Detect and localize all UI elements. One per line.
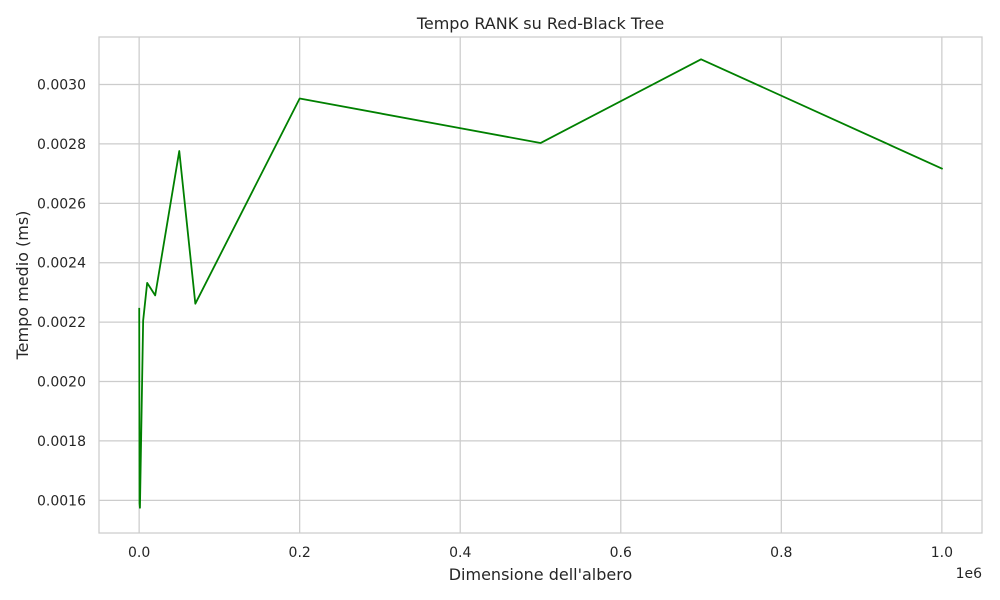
x-tick-label: 0.8 [770, 545, 792, 561]
x-tick-label: 1.0 [931, 545, 953, 561]
y-tick-label: 0.0030 [37, 78, 86, 94]
y-tick-label: 0.0022 [37, 315, 86, 331]
y-tick-label: 0.0016 [37, 493, 86, 509]
x-tick-label: 0.2 [289, 545, 311, 561]
grid-layer [99, 37, 982, 533]
y-tick-label: 0.0026 [37, 196, 86, 212]
y-tick-label: 0.0018 [37, 434, 86, 450]
series-layer [138, 58, 944, 509]
x-axis-ticks: 0.0 0.2 0.4 0.6 0.8 1.0 [128, 545, 953, 561]
series-line [138, 58, 944, 509]
x-tick-label: 0.4 [449, 545, 471, 561]
y-axis-ticks: 0.0016 0.0018 0.0020 0.0022 0.0024 0.0026 0.00… [37, 78, 86, 510]
x-axis-offset-label: 1e6 [956, 566, 983, 582]
chart-title: Tempo RANK su Red-Black Tree [416, 14, 664, 33]
x-axis-title: Dimensione dell'albero [449, 565, 633, 584]
plot-area-frame [98, 36, 983, 534]
y-tick-label: 0.0020 [37, 375, 86, 391]
x-tick-label: 0.6 [610, 545, 632, 561]
y-axis-title: Tempo medio (ms) [13, 211, 32, 361]
y-tick-label: 0.0024 [37, 256, 86, 272]
x-tick-label: 0.0 [128, 545, 150, 561]
y-tick-label: 0.0028 [37, 137, 86, 153]
